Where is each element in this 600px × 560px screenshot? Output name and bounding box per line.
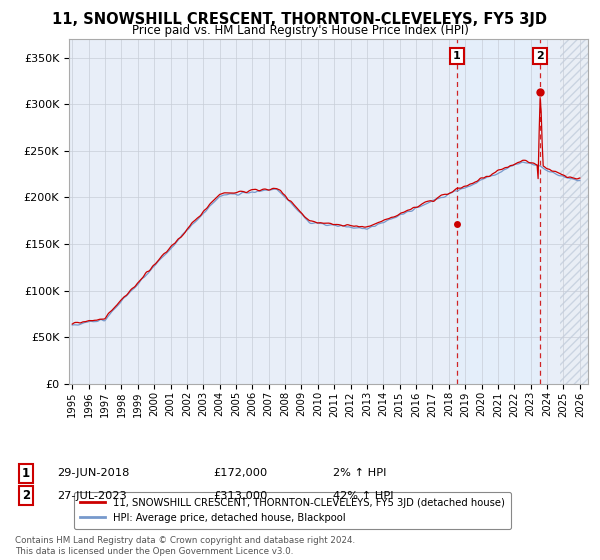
Bar	[560, 39, 596, 384]
Text: Price paid vs. HM Land Registry's House Price Index (HPI): Price paid vs. HM Land Registry's House …	[131, 24, 469, 36]
Text: 2: 2	[536, 51, 544, 61]
Text: 1: 1	[453, 51, 461, 61]
Legend: 11, SNOWSHILL CRESCENT, THORNTON-CLEVELEYS, FY5 3JD (detached house), HPI: Avera: 11, SNOWSHILL CRESCENT, THORNTON-CLEVELE…	[74, 492, 511, 529]
Text: 2: 2	[22, 489, 30, 502]
Text: £313,000: £313,000	[213, 491, 268, 501]
Text: 11, SNOWSHILL CRESCENT, THORNTON-CLEVELEYS, FY5 3JD: 11, SNOWSHILL CRESCENT, THORNTON-CLEVELE…	[53, 12, 548, 27]
Text: 1: 1	[22, 466, 30, 480]
Text: 27-JUL-2023: 27-JUL-2023	[57, 491, 127, 501]
Bar	[560, 39, 596, 384]
Text: 2% ↑ HPI: 2% ↑ HPI	[333, 468, 386, 478]
Text: 29-JUN-2018: 29-JUN-2018	[57, 468, 130, 478]
Text: £172,000: £172,000	[213, 468, 267, 478]
Text: 42% ↑ HPI: 42% ↑ HPI	[333, 491, 394, 501]
Text: Contains HM Land Registry data © Crown copyright and database right 2024.
This d: Contains HM Land Registry data © Crown c…	[15, 536, 355, 556]
Bar	[457, 39, 540, 384]
